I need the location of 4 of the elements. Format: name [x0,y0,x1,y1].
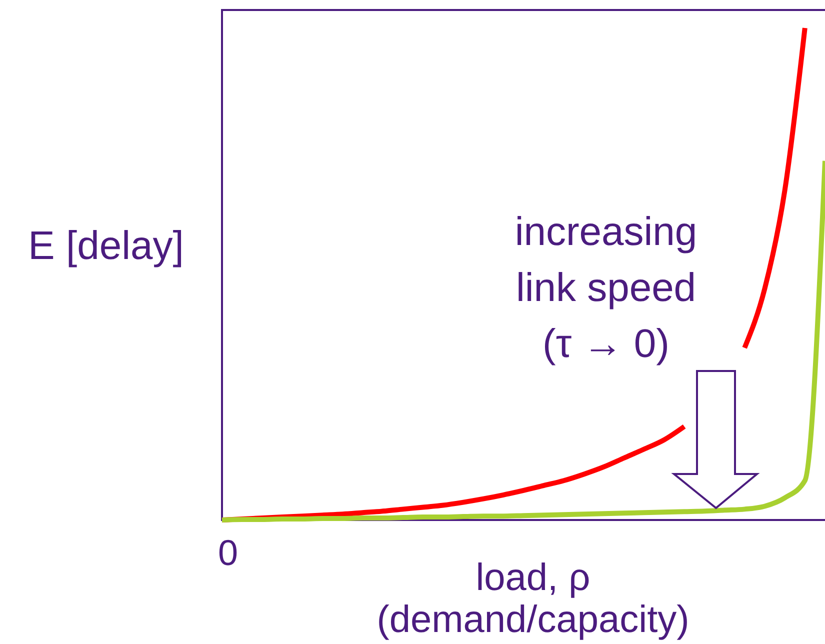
text: 0 [218,532,238,573]
annotation: increasing link speed (τ → 0) [514,210,698,366]
y-axis-title: E [delay] [28,224,184,268]
x-axis-title: load, ρ (demand/capacity) [376,557,690,641]
